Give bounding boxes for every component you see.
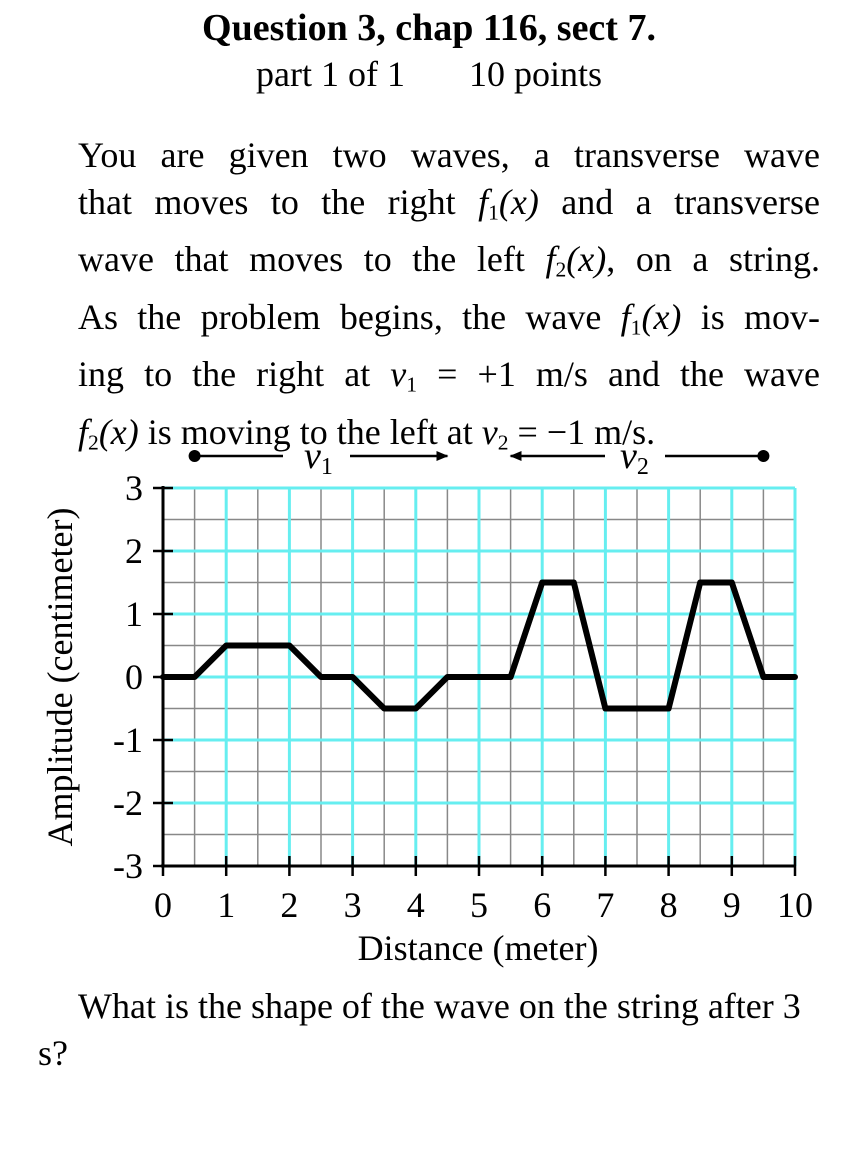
x-tick-label: 10 [777,885,813,925]
velocity-arrows: v1 v2 [188,435,770,480]
x-tick-label: 1 [217,885,235,925]
x-tick-label: 3 [344,885,362,925]
y-tick-label: 0 [125,657,143,697]
question-title: Question 3, chap 116, sect 7. [202,7,656,49]
x-axis-label: Distance (meter) [358,928,599,968]
wave-series [160,579,798,712]
problem-line-5: ing to the right at v1 = +1 m/s and the … [78,354,821,397]
problem-line-3: wave that moves to the left f2(x), on a … [78,239,820,282]
problem-line-6: f2(x) is moving to the left at v2 = −1 m… [78,411,656,454]
v2-label: v2 [620,435,649,480]
question-subtitle: part 1 of 1 10 points [0,52,858,96]
y-tick-label: 1 [125,594,143,634]
x-tick-label: 5 [470,885,488,925]
y-axis-ticks: 3 2 1 0 -1 -2 -3 [113,468,173,886]
x-tick-label: 7 [596,885,614,925]
x-tick-label: 2 [280,885,298,925]
y-tick-label: -2 [113,783,143,823]
y-tick-label: 3 [125,468,143,508]
x-tick-label: 0 [154,885,172,925]
part-label: part 1 of 1 [256,54,405,94]
problem-line-1: You are given two waves, a transverse wa… [78,135,820,175]
question-text: What is the shape of the wave on the str… [38,986,801,1073]
y-tick-label: -1 [113,720,143,760]
x-tick-label: 6 [533,885,551,925]
x-axis-ticks: 0 1 2 3 4 5 6 7 8 9 10 [154,856,813,925]
problem-line-4: As the problem begins, the wave f1(x) is… [78,296,821,340]
x-tick-label: 4 [407,885,425,925]
points-label: 10 points [468,54,602,94]
y-tick-label: 2 [125,531,143,571]
problem-line-2: that moves to the right f1(x) and a tran… [78,182,820,225]
y-axis-label: Amplitude (centimeter) [40,508,80,847]
v1-label: v1 [304,435,333,480]
wave-line [160,579,798,712]
question-header: Question 3, chap 116, sect 7. part 1 of … [0,4,858,96]
y-tick-label: -3 [113,846,143,886]
x-tick-label: 8 [660,885,678,925]
x-tick-label: 9 [723,885,741,925]
problem-statement: You are given two waves, a transverse wa… [38,132,820,466]
